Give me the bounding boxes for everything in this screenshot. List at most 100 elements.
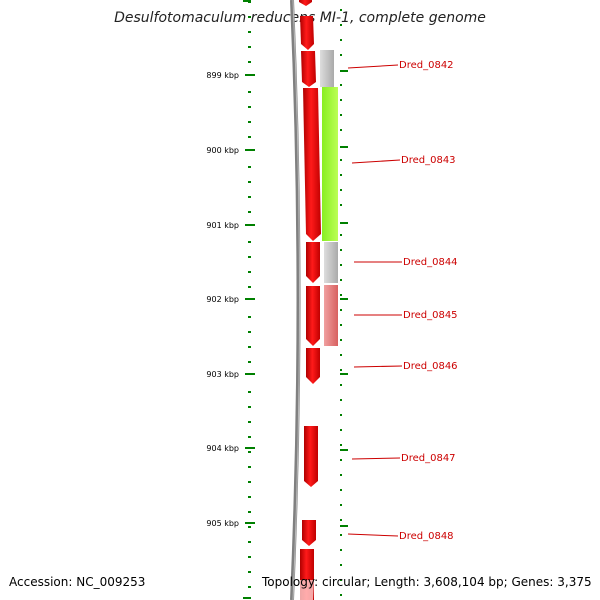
outer-minor-tick xyxy=(340,174,342,176)
gene-label[interactable]: Dred_0847 xyxy=(401,453,456,464)
outer-major-tick xyxy=(340,298,348,300)
feature-green-0843[interactable] xyxy=(322,87,338,241)
minor-tick xyxy=(248,541,251,543)
outer-major-tick xyxy=(340,373,348,375)
outer-minor-tick xyxy=(340,309,342,311)
feature-track xyxy=(320,50,338,346)
gene-label[interactable]: Dred_0842 xyxy=(399,60,454,71)
gene-label[interactable]: Dred_0844 xyxy=(403,257,458,268)
outer-minor-tick xyxy=(340,489,342,491)
gene-labels: Dred_0842 Dred_0843 Dred_0844 Dred_0845 Dred… xyxy=(347,60,458,542)
minor-tick xyxy=(248,421,251,423)
gene-leader-line xyxy=(347,533,399,537)
minor-tick xyxy=(248,136,251,138)
minor-tick xyxy=(248,406,251,408)
cds-track xyxy=(299,0,321,600)
cds-arrow-0845[interactable] xyxy=(306,286,320,346)
inner-scale-ticks xyxy=(243,0,255,599)
cds-arrow-0843[interactable] xyxy=(303,88,321,241)
outer-minor-tick xyxy=(340,504,342,506)
minor-tick xyxy=(248,496,251,498)
outer-major-tick xyxy=(340,146,348,148)
gene-label[interactable]: Dred_0843 xyxy=(401,155,456,166)
gene-leader-line xyxy=(347,64,399,69)
outer-scale-ticks xyxy=(340,9,348,596)
minor-tick xyxy=(248,466,251,468)
outer-major-tick xyxy=(340,70,348,72)
minor-tick xyxy=(248,526,251,528)
cds-arrow-0848[interactable] xyxy=(302,520,316,546)
kbp-label: 905 kbp xyxy=(206,519,239,528)
minor-tick xyxy=(248,556,251,558)
outer-minor-tick xyxy=(340,99,342,101)
minor-tick xyxy=(248,451,251,453)
kbp-label: 903 kbp xyxy=(206,370,239,379)
gene-leader-line xyxy=(351,159,401,164)
major-tick xyxy=(245,522,255,524)
outer-minor-tick xyxy=(340,39,342,41)
genome-backbone xyxy=(290,0,301,600)
major-tick xyxy=(245,373,255,375)
cds-arrow-0841[interactable] xyxy=(300,16,314,50)
minor-tick xyxy=(248,31,251,33)
outer-minor-tick xyxy=(340,534,342,536)
minor-tick xyxy=(248,61,251,63)
outer-minor-tick xyxy=(340,114,342,116)
outer-minor-tick xyxy=(340,294,342,296)
outer-minor-tick xyxy=(340,9,342,11)
minor-tick xyxy=(248,46,251,48)
major-tick xyxy=(245,74,255,76)
outer-minor-tick xyxy=(340,264,342,266)
cds-arrow-top[interactable] xyxy=(299,0,312,6)
gene-leader-line xyxy=(351,457,401,460)
outer-minor-tick xyxy=(340,54,342,56)
cds-arrow-0844[interactable] xyxy=(306,242,320,283)
minor-tick xyxy=(248,331,251,333)
outer-minor-tick xyxy=(340,339,342,341)
map-title: Desulfotomaculum reducens MI-1, complete… xyxy=(114,10,486,26)
outer-minor-tick xyxy=(340,84,342,86)
minor-tick xyxy=(248,286,251,288)
minor-tick xyxy=(248,511,251,513)
kbp-label: 900 kbp xyxy=(206,146,239,155)
gene-label[interactable]: Dred_0848 xyxy=(399,531,454,542)
minor-tick xyxy=(248,391,251,393)
cds-arrow-0847[interactable] xyxy=(304,426,318,487)
outer-minor-tick xyxy=(340,234,342,236)
outer-minor-tick xyxy=(340,459,342,461)
feature-pink-0845[interactable] xyxy=(324,285,338,346)
minor-tick xyxy=(248,481,251,483)
kbp-label: 901 kbp xyxy=(206,221,239,230)
cds-arrow-0846[interactable] xyxy=(306,348,320,384)
gene-label[interactable]: Dred_0846 xyxy=(403,361,458,372)
outer-minor-tick xyxy=(340,324,342,326)
kbp-label: 899 kbp xyxy=(206,71,239,80)
minor-tick xyxy=(248,91,251,93)
outer-minor-tick xyxy=(340,369,342,371)
genome-backbone-highlight xyxy=(292,0,300,600)
outer-minor-tick xyxy=(340,159,342,161)
outer-minor-tick xyxy=(340,414,342,416)
major-tick xyxy=(245,224,255,226)
feature-gray-0842[interactable] xyxy=(320,50,334,87)
outer-minor-tick xyxy=(340,594,342,596)
outer-minor-tick xyxy=(340,474,342,476)
outer-minor-tick xyxy=(340,549,342,551)
feature-gray-0844[interactable] xyxy=(324,242,338,283)
minor-tick xyxy=(248,346,251,348)
minor-tick xyxy=(248,106,251,108)
outer-minor-tick xyxy=(340,384,342,386)
outer-minor-tick xyxy=(340,129,342,131)
outer-minor-tick xyxy=(340,204,342,206)
outer-minor-tick xyxy=(340,579,342,581)
accession-label: Accession: NC_009253 xyxy=(9,575,146,589)
kbp-label: 904 kbp xyxy=(206,444,239,453)
gene-label[interactable]: Dred_0845 xyxy=(403,310,458,321)
minor-tick xyxy=(248,121,251,123)
outer-minor-tick xyxy=(340,189,342,191)
cds-arrow-0842[interactable] xyxy=(301,51,316,87)
major-tick xyxy=(245,298,255,300)
major-tick xyxy=(245,447,255,449)
